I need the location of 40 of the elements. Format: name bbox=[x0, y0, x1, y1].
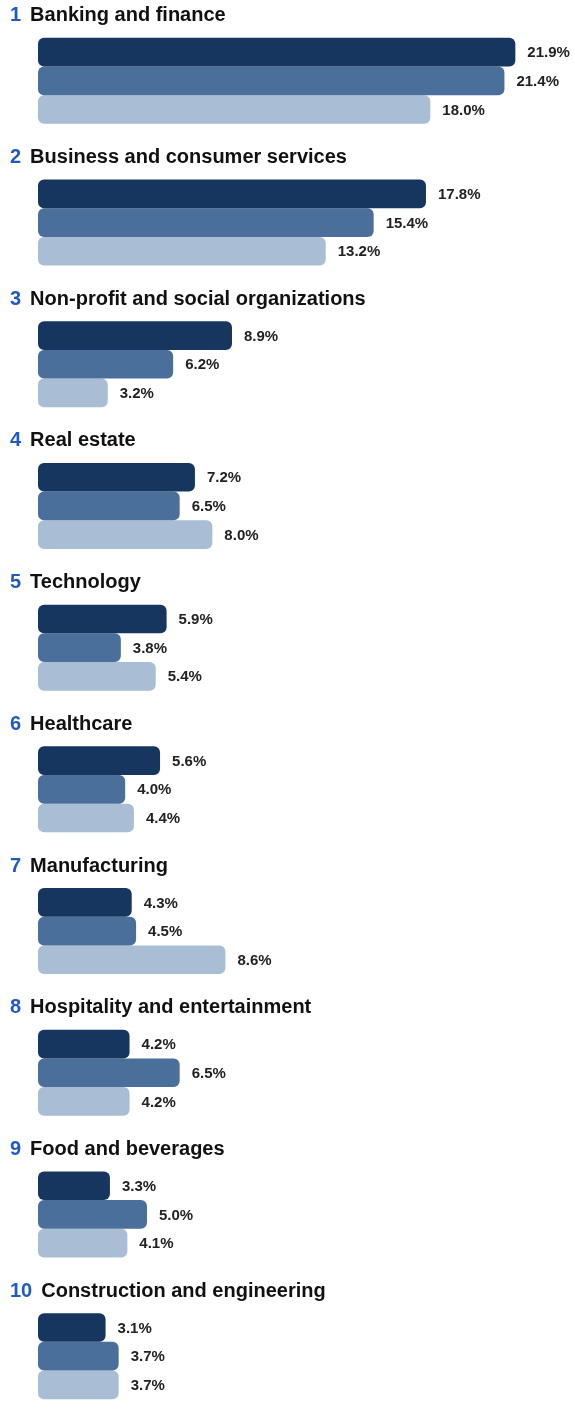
data-label: 6.5% bbox=[191, 497, 226, 515]
data-label: 21.4% bbox=[516, 71, 559, 89]
data-label: 17.8% bbox=[437, 185, 481, 203]
y-tick-label: 7 Manufacturing bbox=[10, 853, 168, 876]
y-tick-label: 3 Non-profit and social organizations bbox=[10, 286, 366, 309]
data-label: 3.1% bbox=[117, 1318, 152, 1336]
data-label: 5.4% bbox=[167, 667, 202, 685]
data-label: 15.4% bbox=[385, 213, 429, 231]
data-label: 3.7% bbox=[130, 1347, 165, 1365]
data-label: 3.8% bbox=[132, 638, 168, 656]
data-label: 5.6% bbox=[172, 751, 207, 769]
data-label: 8.0% bbox=[224, 525, 259, 543]
y-tick-label: 1 Banking and finance bbox=[10, 3, 226, 26]
data-label: 18.0% bbox=[442, 100, 485, 118]
y-tick-label: 4 Real estate bbox=[10, 428, 136, 451]
data-label: 4.2% bbox=[141, 1035, 176, 1053]
y-tick-label: 6 Healthcare bbox=[10, 711, 133, 734]
data-label: 4.4% bbox=[145, 809, 181, 827]
data-label: 8.9% bbox=[243, 326, 279, 344]
data-label: 4.5% bbox=[148, 922, 183, 940]
data-label: 4.2% bbox=[141, 1092, 176, 1110]
data-label: 3.3% bbox=[121, 1176, 157, 1194]
y-tick-label: 8 Hospitality and entertainment bbox=[10, 995, 312, 1018]
y-tick-label: 9 Food and beverages bbox=[10, 1136, 225, 1159]
data-label: 4.3% bbox=[143, 893, 178, 911]
data-label: 7.2% bbox=[206, 468, 242, 486]
data-label: 13.2% bbox=[337, 242, 381, 260]
data-label: 4.1% bbox=[139, 1234, 174, 1252]
data-label: 3.2% bbox=[119, 384, 154, 402]
data-label: 8.6% bbox=[237, 950, 272, 968]
data-label: 3.7% bbox=[130, 1375, 165, 1393]
y-tick-label: 5 Technology bbox=[10, 570, 142, 593]
data-label: 4.0% bbox=[137, 780, 172, 798]
data-label: 6.5% bbox=[191, 1063, 226, 1081]
data-label: 21.9% bbox=[527, 43, 570, 61]
data-label: 6.2% bbox=[185, 355, 220, 373]
data-label: 5.0% bbox=[158, 1205, 194, 1223]
y-tick-label: 10 Construction and engineering bbox=[10, 1278, 326, 1301]
y-tick-label: 2 Business and consumer services bbox=[10, 145, 347, 168]
data-label: 5.9% bbox=[178, 610, 213, 628]
